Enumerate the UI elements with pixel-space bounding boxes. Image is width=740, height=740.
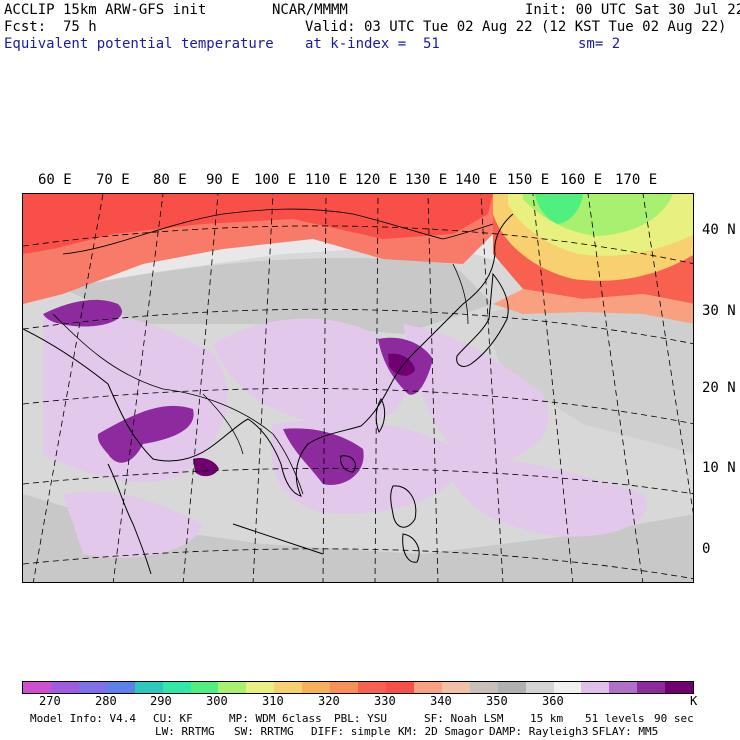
center-label: NCAR/MMMM [272,2,348,18]
colorbar-swatch-21 [609,682,638,693]
colorbar-swatch-18 [525,682,554,693]
model-info-sf: SF: Noah LSM [424,712,504,725]
lon-label-80e: 80 E [153,172,187,188]
model-info-mp: MP: WDM 6class [229,712,322,725]
colorbar-label-310: 310 [262,694,284,708]
lon-label-160e: 160 E [560,172,603,188]
colorbar-label-270: 270 [39,694,61,708]
graticule [23,194,693,582]
colorbar-swatch-3 [106,682,135,693]
colorbar-swatch-11 [330,682,359,693]
lat-label-20n: 20 N [702,380,736,396]
cool-pacific-plume [493,194,693,281]
lat-label-10n: 10 N [702,460,736,476]
model-info-sflay: SFLAY: MM5 [592,725,659,738]
lon-label-100e: 100 E [254,172,297,188]
valid-time: Valid: 03 UTC Tue 02 Aug 22 (12 KST Tue … [305,19,727,35]
lon-label-150e: 150 E [507,172,550,188]
colorbar-swatch-13 [385,682,414,693]
colorbar-swatch-19 [553,682,582,693]
model-info-pbl: PBL: YSU [334,712,387,725]
lon-label-90e: 90 E [206,172,240,188]
colorbar-swatch-2 [78,682,107,693]
model-info-res: 15 km [530,712,564,725]
colorbar-label-340: 340 [430,694,452,708]
colorbar-label-360: 360 [542,694,564,708]
colorbar-label-350: 350 [486,694,508,708]
lon-label-110e: 110 E [305,172,348,188]
colorbar-swatch-0 [23,682,51,693]
colorbar-swatch-10 [302,682,331,693]
model-title: ACCLIP 15km ARW-GFS init [4,2,207,18]
smoothing-label: sm= 2 [578,36,621,52]
lon-label-140e: 140 E [455,172,498,188]
model-info-km: KM: 2D Smagor [398,725,485,738]
coastlines [23,213,514,575]
model-info-version: Model Info: V4.4 [30,712,136,725]
colorbar-unit: K [690,694,698,708]
theta-e-map [22,193,694,583]
forecast-hour: Fcst: 75 h [4,19,97,35]
colorbar-swatch-9 [274,682,303,693]
colorbar-swatch-6 [190,682,219,693]
lilac-theta-region [43,311,647,558]
model-info-cu: CU: KF [153,712,193,725]
colorbar-swatch-16 [469,682,498,693]
lon-label-130e: 130 E [405,172,448,188]
colorbar-label-290: 290 [150,694,172,708]
model-info-lw: LW: RRTMG [155,725,215,738]
colorbar-swatch-17 [497,682,526,693]
colorbar-swatch-1 [50,682,79,693]
colorbar-label-330: 330 [374,694,396,708]
lon-label-170e: 170 E [615,172,658,188]
lon-label-70e: 70 E [96,172,130,188]
colorbar-swatch-5 [162,682,191,693]
level-index: at k-index = 51 [305,36,440,52]
colorbar-swatch-15 [441,682,470,693]
model-info-levels: 51 levels [585,712,645,725]
init-time: Init: 00 UTC Sat 30 Jul 22 [525,2,740,18]
lat-label-30n: 30 N [702,303,736,319]
colorbar-swatch-20 [581,682,610,693]
country-borders [52,208,494,495]
field-name: Equivalent potential temperature [4,36,274,52]
colorbar-swatch-12 [358,682,386,693]
colorbar-label-300: 300 [206,694,228,708]
lon-label-120e: 120 E [355,172,398,188]
lon-label-60e: 60 E [38,172,72,188]
colorbar-label-280: 280 [95,694,117,708]
colorbar-swatch-14 [413,682,442,693]
lat-label-40n: 40 N [702,222,736,238]
colorbar-swatch-22 [637,682,666,693]
colorbar-swatch-8 [246,682,275,693]
lat-label-0: 0 [702,541,711,557]
model-info-dt: 90 sec [654,712,694,725]
colorbar-swatch-23 [665,682,694,693]
purple-theta-maxima [43,299,433,485]
colorbar-label-320: 320 [318,694,340,708]
colorbar [22,681,694,694]
model-info-damp: DAMP: Rayleigh3 [489,725,589,738]
colorbar-swatch-4 [134,682,163,693]
colorbar-swatch-7 [218,682,247,693]
map-canvas [23,194,693,582]
model-info-diff: DIFF: simple [311,725,391,738]
model-info-sw: SW: RRTMG [234,725,294,738]
